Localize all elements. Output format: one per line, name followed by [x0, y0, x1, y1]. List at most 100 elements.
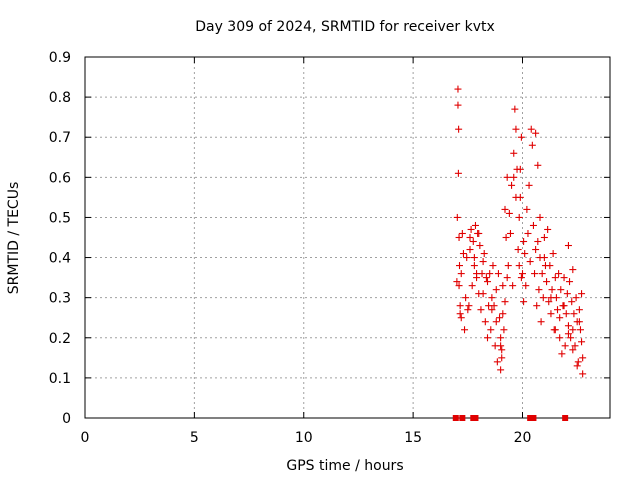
data-point	[486, 270, 494, 278]
data-point	[551, 274, 559, 282]
data-point	[498, 354, 506, 362]
data-point	[508, 181, 516, 189]
data-point	[568, 298, 576, 306]
data-point	[578, 338, 586, 346]
data-point	[504, 262, 512, 270]
data-point	[503, 173, 511, 181]
data-point	[519, 270, 526, 278]
data-point	[579, 354, 587, 362]
data-point	[510, 149, 518, 157]
data-point	[524, 229, 532, 237]
data-point	[454, 85, 462, 93]
data-point	[534, 161, 542, 169]
axis-ticks: 0 0.1 0.2 0.3 0.4 0.5 0.6 0.7 0.8 0.9 0 5 10 15 20	[49, 50, 610, 446]
data-point	[497, 334, 505, 342]
data-point	[493, 358, 501, 366]
y-tick-label: 0	[62, 411, 71, 427]
data-point	[461, 326, 469, 334]
data-point	[556, 334, 564, 342]
data-point	[514, 246, 522, 254]
data-point	[556, 314, 564, 322]
gap-marker	[562, 415, 569, 421]
data-point	[500, 326, 508, 334]
data-point	[501, 298, 509, 306]
data-point	[457, 270, 465, 278]
data-point	[498, 346, 506, 354]
data-point	[523, 205, 531, 213]
gap-marker	[530, 415, 537, 421]
data-point	[459, 250, 467, 258]
data-point	[492, 286, 500, 294]
data-point	[529, 221, 537, 229]
data-point	[551, 326, 559, 334]
data-point	[522, 282, 530, 290]
data-point	[525, 181, 533, 189]
data-point	[573, 362, 581, 370]
data-point	[471, 221, 479, 229]
data-point	[546, 262, 554, 270]
data-point	[567, 334, 575, 342]
data-point	[499, 282, 507, 290]
data-point	[492, 318, 500, 326]
data-point	[497, 366, 505, 374]
data-point	[456, 302, 464, 310]
data-point	[466, 234, 474, 241]
y-tick-label: 0.3	[49, 291, 71, 307]
data-point	[566, 278, 574, 286]
data-point	[533, 302, 541, 310]
gap-marker	[452, 415, 459, 421]
data-point	[470, 262, 478, 270]
data-point	[455, 282, 463, 290]
data-point	[499, 310, 507, 318]
data-point	[560, 274, 568, 282]
data-point	[453, 213, 461, 221]
data-point	[527, 125, 535, 133]
data-point	[548, 286, 556, 294]
data-point	[535, 286, 543, 294]
data-point	[456, 310, 464, 318]
gap-marker	[472, 415, 479, 421]
y-axis-label: SRMTID / TECUs	[6, 182, 22, 295]
data-point	[544, 225, 552, 233]
data-point	[575, 306, 583, 314]
data-point	[534, 238, 542, 246]
data-point	[454, 101, 462, 109]
data-point	[469, 238, 477, 246]
data-point	[466, 246, 474, 254]
data-point	[528, 141, 536, 149]
data-point	[517, 274, 525, 282]
data-point	[490, 302, 498, 310]
data-point	[512, 125, 520, 133]
data-point	[562, 310, 570, 318]
chart-title: Day 309 of 2024, SRMTID for receiver kvt…	[195, 19, 495, 35]
data-point	[515, 262, 523, 270]
y-tick-label: 0.6	[49, 170, 71, 186]
data-point	[457, 314, 465, 322]
data-point	[539, 294, 547, 302]
data-point	[496, 314, 504, 322]
data-point	[537, 318, 545, 326]
y-tick-label: 0.4	[49, 251, 71, 267]
x-tick-label: 10	[295, 430, 313, 446]
data-point	[455, 234, 463, 241]
data-point	[563, 290, 571, 298]
data-point	[458, 229, 466, 237]
data-point	[564, 330, 572, 338]
data-point	[547, 294, 555, 302]
data-point	[455, 125, 463, 133]
data-point	[473, 274, 481, 282]
gap-marker	[459, 415, 466, 421]
x-axis-label: GPS time / hours	[286, 458, 403, 474]
data-point	[470, 254, 478, 262]
y-tick-label: 0.7	[49, 130, 71, 146]
data-point	[569, 266, 577, 274]
data-point	[555, 270, 563, 278]
data-point	[510, 173, 518, 181]
grid-lines	[85, 57, 610, 418]
data-point	[479, 258, 487, 266]
data-point	[512, 193, 520, 201]
data-point	[464, 306, 472, 314]
data-point	[484, 334, 491, 342]
data-points	[453, 85, 587, 378]
